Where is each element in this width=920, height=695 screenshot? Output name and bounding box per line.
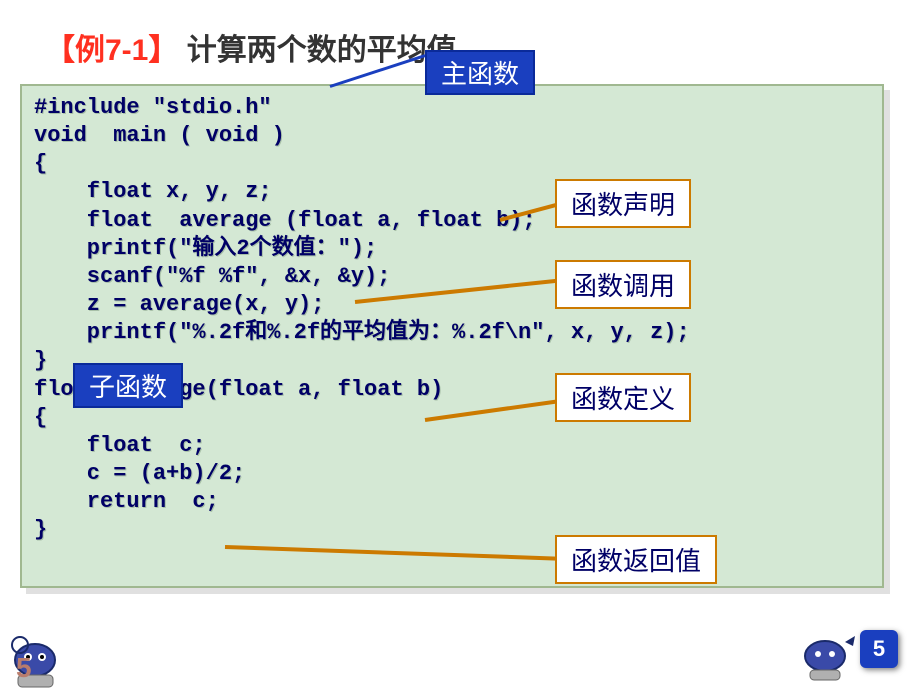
mascot-left-icon xyxy=(0,635,90,690)
code-line: float average (float a, float b); xyxy=(34,207,870,235)
code-line: void main ( void ) xyxy=(34,122,870,150)
page-number-badge: 5 xyxy=(860,630,898,668)
code-line: printf("输入2个数值："); xyxy=(34,235,870,263)
page-number: 5 xyxy=(873,636,885,662)
code-line: scanf("%f %f", &x, &y); xyxy=(34,263,870,291)
tag-box: 子函数 xyxy=(73,363,183,408)
annotation-box: 函数声明 xyxy=(555,179,691,228)
code-line: { xyxy=(34,150,870,178)
code-line: float x, y, z; xyxy=(34,178,870,206)
page-number-shadow: 5 xyxy=(16,652,32,684)
code-line: c = (a+b)/2; xyxy=(34,460,870,488)
code-box: #include "stdio.h" void main ( void ) { … xyxy=(20,84,884,588)
annotation-box: 函数调用 xyxy=(555,260,691,309)
annotation-box: 函数定义 xyxy=(555,373,691,422)
code-line: } xyxy=(34,516,870,544)
code-line: return c; xyxy=(34,488,870,516)
code-line: printf("%.2f和%.2f的平均值为：%.2f\n", x, y, z)… xyxy=(34,319,870,347)
slide-title: 【例7-1】 计算两个数的平均值。 xyxy=(45,25,487,69)
example-number: 【例7-1】 xyxy=(45,34,178,67)
code-line: z = average(x, y); xyxy=(34,291,870,319)
code-line: #include "stdio.h" xyxy=(34,94,870,122)
annotation-box: 函数返回值 xyxy=(555,535,717,584)
mascot-right-icon xyxy=(790,634,860,682)
tag-box: 主函数 xyxy=(425,50,535,95)
code-line: float c; xyxy=(34,432,870,460)
